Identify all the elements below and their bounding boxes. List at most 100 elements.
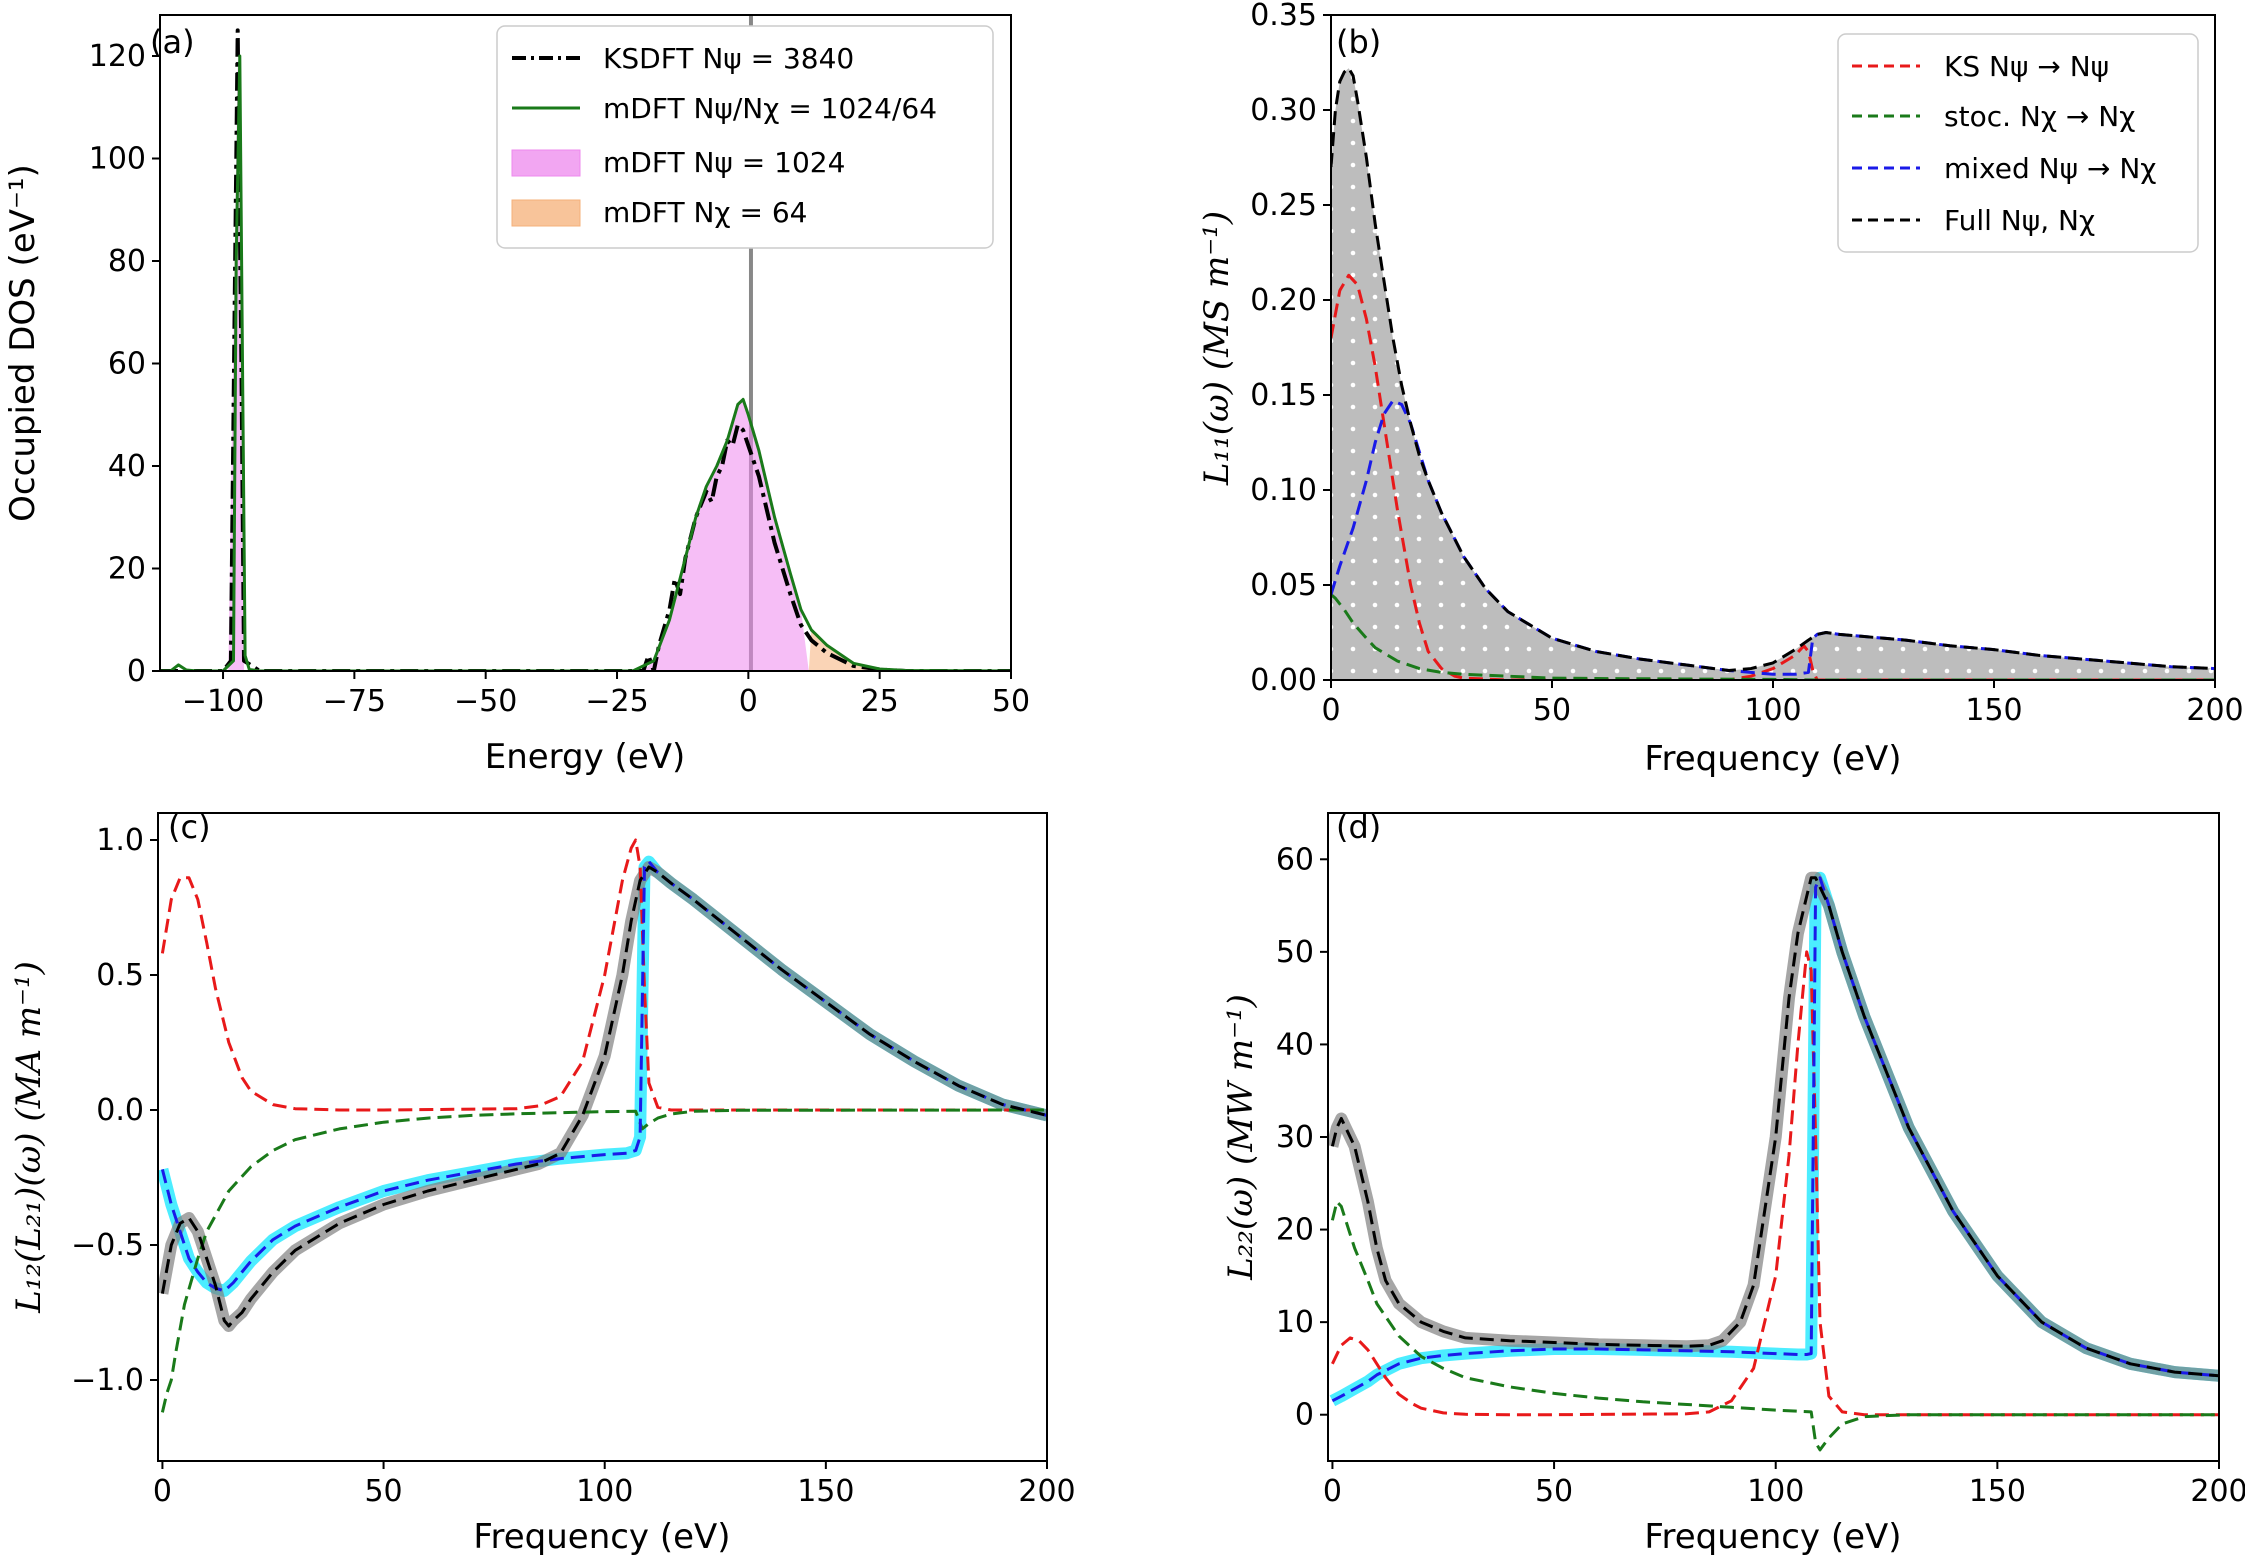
y-tick-label: 20	[108, 552, 146, 587]
x-tick-label: 100	[576, 1474, 633, 1509]
y-tick-label: 80	[108, 244, 146, 279]
axes-frame-d	[1327, 812, 2220, 1462]
axes-frame-b	[1330, 14, 2216, 681]
plot-lines-b	[1331, 66, 2215, 680]
axes-frame-a	[159, 14, 1012, 672]
ticks-c: 0 50 100 150 200 −1.0 −0.5 0.0 0.5 1.0	[71, 823, 1075, 1509]
y-tick-label: 120	[89, 39, 146, 74]
series-line	[160, 860, 1047, 1293]
plot-lines-c	[158, 838, 1047, 1413]
y-tick-label: 60	[108, 347, 146, 382]
ticks-a: −100 −75 −50 −25 0 25 50 0 20 40 60 80 100 120	[89, 39, 1030, 719]
y-tick-label: 0.20	[1250, 283, 1317, 318]
y-tick-label: −0.5	[71, 1228, 144, 1263]
x-tick-label: 0	[153, 1474, 172, 1509]
y-tick-label: 20	[1276, 1213, 1314, 1248]
y-tick-label: 0	[1295, 1398, 1314, 1433]
plot-area-c	[158, 813, 1047, 1461]
x-tick-label: 50	[1535, 1474, 1573, 1509]
panel-label-a: (a)	[150, 23, 195, 61]
x-tick-label: 0	[1321, 693, 1340, 728]
y-tick-label: 40	[108, 449, 146, 484]
legend-entry-npsi: mDFT Nψ = 1024	[603, 146, 845, 179]
legend-swatch-nchi	[511, 199, 581, 227]
y-tick-label: 40	[1276, 1027, 1314, 1062]
y-tick-label: 30	[1276, 1120, 1314, 1155]
series-line	[1331, 876, 2219, 1403]
x-tick-label: 25	[861, 684, 899, 719]
legend-entry-mdft: mDFT Nψ/Nχ = 1024/64	[603, 92, 937, 125]
legend-b: KS Nψ → Nψ stoc. Nχ → Nχ mixed Nψ → Nχ F…	[1837, 33, 2199, 253]
panel-a: −100 −75 −50 −25 0 25 50 0 20 40 60 80 100 120 (a) En…	[3, 14, 1030, 777]
plot-clip-group	[1331, 66, 2215, 680]
x-tick-label: 200	[2186, 693, 2243, 728]
series-line	[1330, 1200, 2219, 1452]
y-tick-label: 100	[89, 142, 146, 177]
series-line	[1331, 593, 2215, 680]
x-tick-label: 50	[364, 1474, 402, 1509]
series-line	[1331, 273, 2215, 680]
legend-frame-b	[1837, 33, 2199, 253]
legend-entry-full: Full Nψ, Nχ	[1944, 204, 2095, 237]
legend-a: KSDFT Nψ = 3840 mDFT Nψ/Nχ = 1024/64 mDF…	[496, 25, 994, 249]
plot-clip-group	[1328, 871, 2219, 1452]
x-tick-label: 50	[1533, 693, 1571, 728]
x-tick-label: 150	[797, 1474, 854, 1509]
y-tick-label: 0.15	[1250, 378, 1317, 413]
panel-label-b: (b)	[1336, 23, 1381, 61]
panel-c: 0 50 100 150 200 −1.0 −0.5 0.0 0.5 1.0 (c) Freque…	[9, 808, 1076, 1557]
y-tick-label: 0.10	[1250, 473, 1317, 508]
y-tick-label: 60	[1276, 842, 1314, 877]
series-line	[160, 865, 1047, 1328]
y-axis-label-b: L₁₁(ω) (MS m⁻¹)	[1197, 211, 1237, 486]
panel-label-c: (c)	[168, 808, 211, 846]
panel-d: 0 50 100 150 200 0 10 20 30 40 50 60 (d) Frequency …	[1221, 808, 2245, 1557]
x-tick-label: 50	[992, 684, 1030, 719]
ticks-b: 0 50 100 150 200 0.00 0.05 0.10 0.15 0.20 0.25 0.30…	[1250, 0, 2243, 728]
ticks-d: 0 50 100 150 200 0 10 20 30 40 50 60	[1276, 842, 2245, 1509]
series-line	[1330, 876, 2219, 1378]
y-tick-label: 50	[1276, 935, 1314, 970]
y-axis-label-c: L₁₂(L₂₁)(ω) (MA m⁻¹)	[9, 961, 49, 1314]
y-tick-label: 0.5	[96, 958, 144, 993]
y-axis-label-a: Occupied DOS (eV⁻¹)	[3, 164, 43, 522]
legend-swatch-npsi	[511, 149, 581, 177]
axes-frame-c	[157, 812, 1048, 1462]
series-line	[160, 1108, 1047, 1413]
legend-entry-ksdft: KSDFT Nψ = 3840	[603, 42, 854, 75]
x-tick-label: 200	[2190, 1474, 2245, 1509]
y-tick-label: 10	[1276, 1305, 1314, 1340]
legend-entry-nchi: mDFT Nχ = 64	[603, 196, 807, 229]
series-line	[160, 54, 1011, 671]
x-axis-label-a: Energy (eV)	[485, 737, 686, 777]
x-tick-label: 150	[1969, 1474, 2026, 1509]
legend-entry-ks: KS Nψ → Nψ	[1944, 50, 2109, 83]
legend-entry-mixed: mixed Nψ → Nχ	[1944, 152, 2156, 185]
series-line	[160, 28, 1011, 671]
y-tick-label: 0.05	[1250, 568, 1317, 603]
x-tick-label: 150	[1965, 693, 2022, 728]
legend-entry-stoc: stoc. Nχ → Nχ	[1944, 100, 2135, 133]
panel-b: 0 50 100 150 200 0.00 0.05 0.10 0.15 0.20 0.25 0.30…	[1197, 0, 2244, 779]
x-tick-label: −25	[585, 684, 648, 719]
x-tick-label: 100	[1747, 1474, 1804, 1509]
x-tick-label: −50	[454, 684, 517, 719]
series-fill	[808, 630, 906, 671]
x-tick-label: 0	[1323, 1474, 1342, 1509]
x-axis-label-d: Frequency (eV)	[1644, 1517, 1901, 1557]
x-axis-label-b: Frequency (eV)	[1644, 739, 1901, 779]
y-tick-label: 0.25	[1250, 188, 1317, 223]
plot-lines-d	[1328, 871, 2219, 1452]
x-tick-label: 100	[1744, 693, 1801, 728]
series-line	[1331, 950, 2219, 1417]
x-tick-label: 200	[1018, 1474, 1075, 1509]
y-tick-label: 0.0	[96, 1093, 144, 1128]
y-axis-label-d: L₂₂(ω) (MW m⁻¹)	[1221, 994, 1261, 1281]
series-line	[1331, 66, 2215, 672]
y-tick-label: 0.35	[1250, 0, 1317, 33]
series-line	[160, 838, 1047, 1112]
panel-label-d: (d)	[1336, 808, 1381, 846]
x-tick-label: −100	[182, 684, 264, 719]
x-tick-label: −75	[323, 684, 386, 719]
